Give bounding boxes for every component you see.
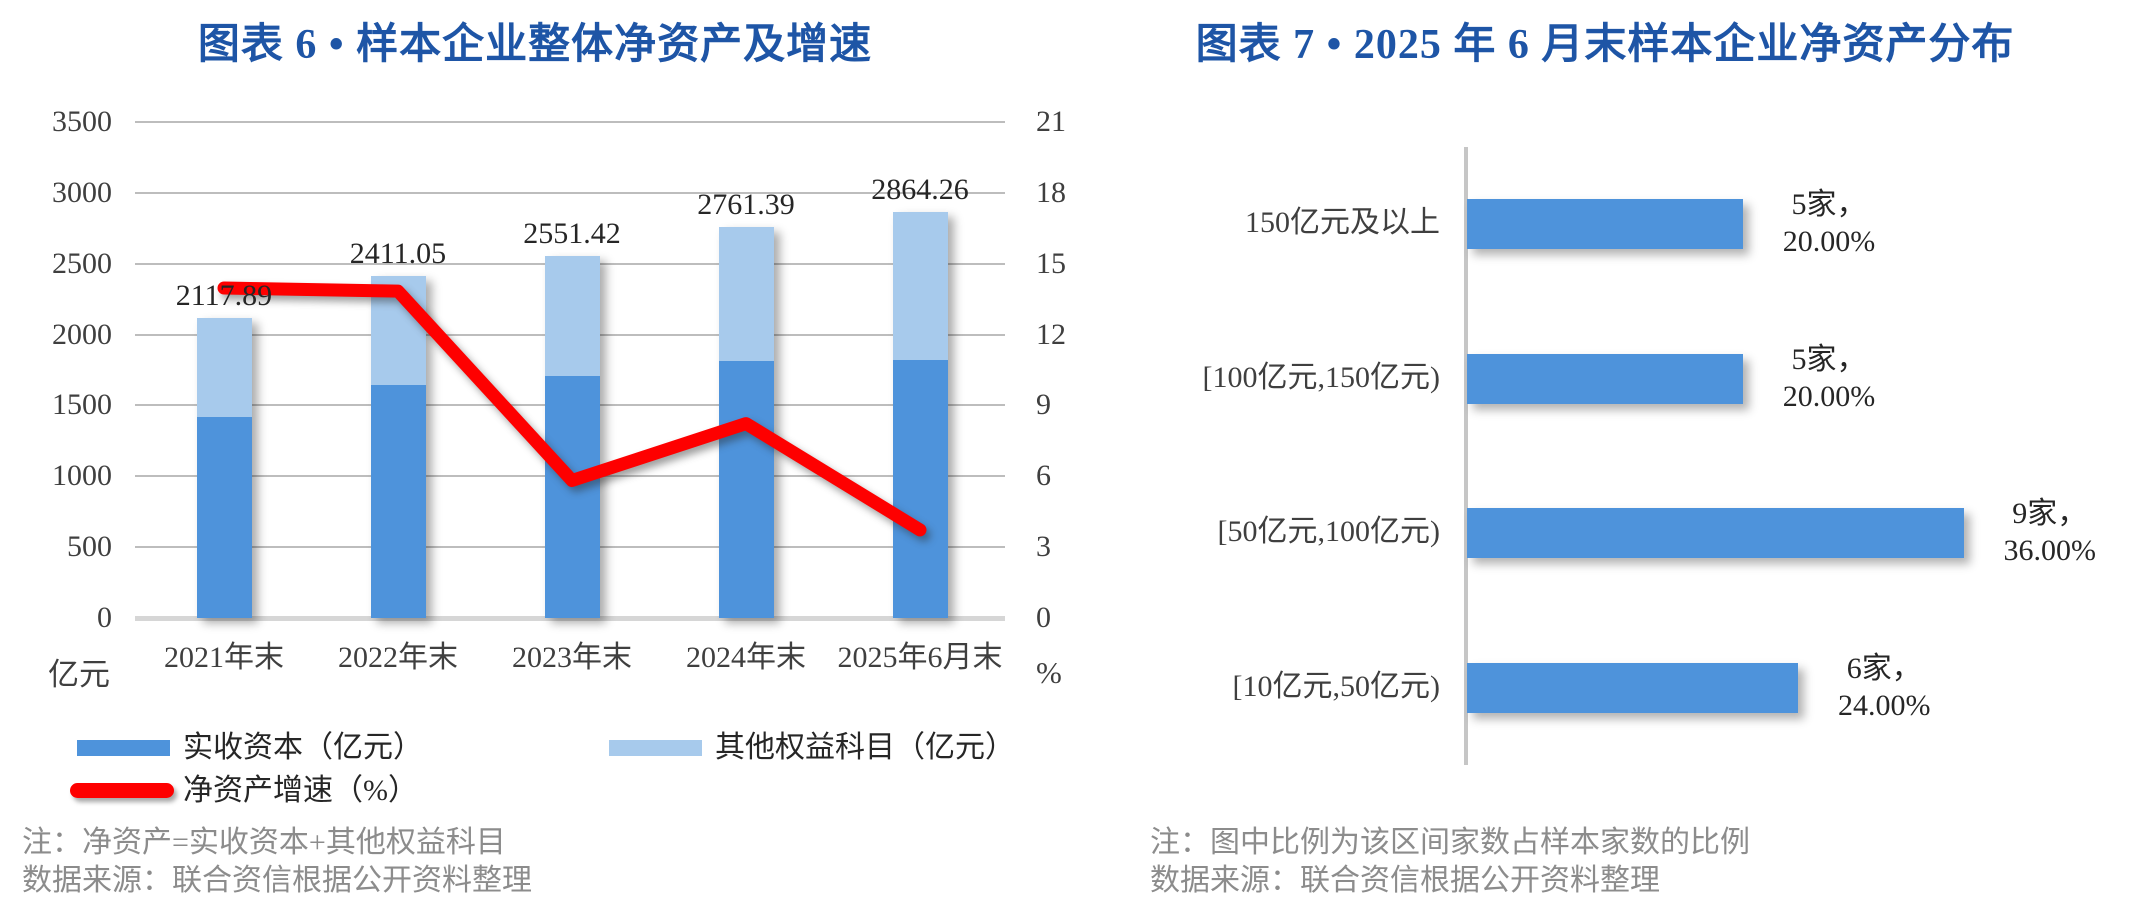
x-axis-baseline — [135, 616, 1005, 621]
stacked-bar-2024年末 — [718, 226, 774, 618]
bar-segment-paid-in-capital — [196, 417, 252, 618]
category-axis-line — [1464, 147, 1468, 765]
figure-7-title: 图表 7 • 2025 年 6 月末样本企业净资产分布 — [1195, 22, 2015, 68]
figure-7-source: 数据来源：联合资信根据公开资料整理 — [1150, 864, 1660, 897]
bar-segment-other-equity — [718, 226, 774, 361]
bar-total-label: 2411.05 — [349, 237, 447, 271]
legend-swatch-other-equity — [609, 740, 702, 756]
hbar-category-label: [10亿元,50亿元) — [1232, 670, 1440, 703]
stacked-bar-2023年末 — [544, 256, 600, 618]
figure-7-net-assets-distribution: 图表 7 • 2025 年 6 月末样本企业净资产分布 150亿元及以上 5家， 2… — [1070, 0, 2140, 916]
legend-swatch-paid-in-capital — [77, 740, 170, 756]
right-axis-tick-label: 0 — [1036, 601, 1051, 634]
figure-6-source: 数据来源：联合资信根据公开资料整理 — [22, 864, 532, 897]
x-axis-category-label: 2022年末 — [338, 641, 458, 674]
left-axis-tick-label: 3000 — [52, 175, 112, 209]
left-axis-tick-label: 1500 — [52, 388, 112, 422]
legend-swatch-growth-line — [70, 783, 174, 798]
hbar-category-label: [100亿元,150亿元) — [1202, 361, 1440, 394]
hbar-value-percent-line: 20.00% — [1782, 225, 1876, 258]
bar-total-label: 2864.26 — [871, 173, 969, 207]
bar-total-label: 2551.42 — [523, 217, 621, 251]
bar-segment-paid-in-capital — [544, 376, 600, 618]
left-axis-tick-label: 500 — [67, 530, 112, 564]
bar-total-label: 2761.39 — [697, 187, 795, 221]
x-axis-category-label: 2021年末 — [164, 641, 284, 674]
hbar-value-count-line: 5家， — [1791, 188, 1867, 221]
hbar-value-label: 5家， 20.00% — [1759, 186, 1899, 260]
left-axis-tick-label: 0 — [97, 601, 112, 634]
left-axis-tick-label: 1000 — [52, 459, 112, 493]
figure-6-note: 注：净资产=实收资本+其他权益科目 — [22, 826, 506, 859]
bar-segment-other-equity — [892, 212, 948, 361]
left-axis-tick-label: 3500 — [52, 105, 112, 138]
hbar-category-label: [50亿元,100亿元) — [1217, 515, 1440, 548]
right-axis-tick-label: 6 — [1036, 459, 1051, 493]
x-axis-category-label: 2024年末 — [686, 641, 806, 674]
right-axis-tick-label: 15 — [1036, 246, 1066, 280]
stacked-bar-2025年6月末 — [892, 212, 948, 618]
figure-7-note: 注：图中比例为该区间家数占样本家数的比例 — [1150, 826, 1750, 859]
gridline — [135, 191, 1005, 194]
hbar-value-percent-line: 36.00% — [2003, 534, 2097, 567]
hbar-value-label: 5家， 20.00% — [1759, 341, 1899, 415]
bar-segment-paid-in-capital — [892, 360, 948, 618]
hbar-value-count-line: 9家， — [2012, 497, 2088, 530]
left-axis-tick-label: 2000 — [52, 317, 112, 351]
right-axis-tick-label: 18 — [1036, 175, 1066, 209]
hbar-value-count-line: 6家， — [1846, 652, 1922, 685]
bar-segment-paid-in-capital — [718, 360, 774, 618]
bar-segment-other-equity — [544, 256, 600, 377]
hbar-value-label: 6家， 24.00% — [1814, 650, 1954, 724]
bar-segment-other-equity — [370, 276, 426, 385]
figure-6-net-assets-and-growth: 图表 6 • 样本企业整体净资产及增速 3500 21 3000 18 2500 15 20… — [22, 22, 1066, 897]
hbar-value-count-line: 5家， — [1791, 343, 1867, 376]
legend-label-paid-in-capital: 实收资本（亿元） — [183, 731, 423, 764]
hbar-[10亿元,50亿元) — [1467, 663, 1799, 713]
figure-6-title: 图表 6 • 样本企业整体净资产及增速 — [197, 22, 873, 68]
legend-label-growth-line: 净资产增速（%） — [183, 774, 418, 807]
right-axis-tick-label: 3 — [1036, 530, 1051, 564]
legend-label-other-equity: 其他权益科目（亿元） — [715, 731, 1015, 764]
hbar-value-percent-line: 20.00% — [1782, 380, 1876, 413]
right-axis-tick-label: 12 — [1036, 317, 1066, 351]
gridline — [135, 121, 1005, 123]
right-axis-tick-label: 21 — [1036, 105, 1066, 138]
x-axis-category-label: 2023年末 — [512, 641, 632, 674]
hbar-[50亿元,100亿元) — [1467, 508, 1964, 558]
bar-segment-paid-in-capital — [370, 384, 426, 618]
bar-total-label: 2117.89 — [175, 278, 273, 312]
left-axis-unit-label: 亿元 — [48, 657, 110, 692]
bar-segment-other-equity — [196, 317, 252, 418]
right-axis-unit-label: % — [1036, 655, 1062, 690]
hbar-value-label: 9家， 36.00% — [1980, 495, 2120, 569]
hbar-category-label: 150亿元及以上 — [1245, 206, 1440, 239]
stacked-bar-2022年末 — [370, 276, 426, 618]
hbar-[100亿元,150亿元) — [1467, 354, 1743, 404]
left-axis-tick-label: 2500 — [52, 246, 112, 280]
right-axis-tick-label: 9 — [1036, 388, 1051, 422]
stacked-bar-2021年末 — [196, 317, 252, 618]
hbar-value-percent-line: 24.00% — [1837, 689, 1931, 722]
x-axis-category-label: 2025年6月末 — [837, 641, 1003, 674]
hbar-150亿元及以上 — [1467, 199, 1743, 249]
